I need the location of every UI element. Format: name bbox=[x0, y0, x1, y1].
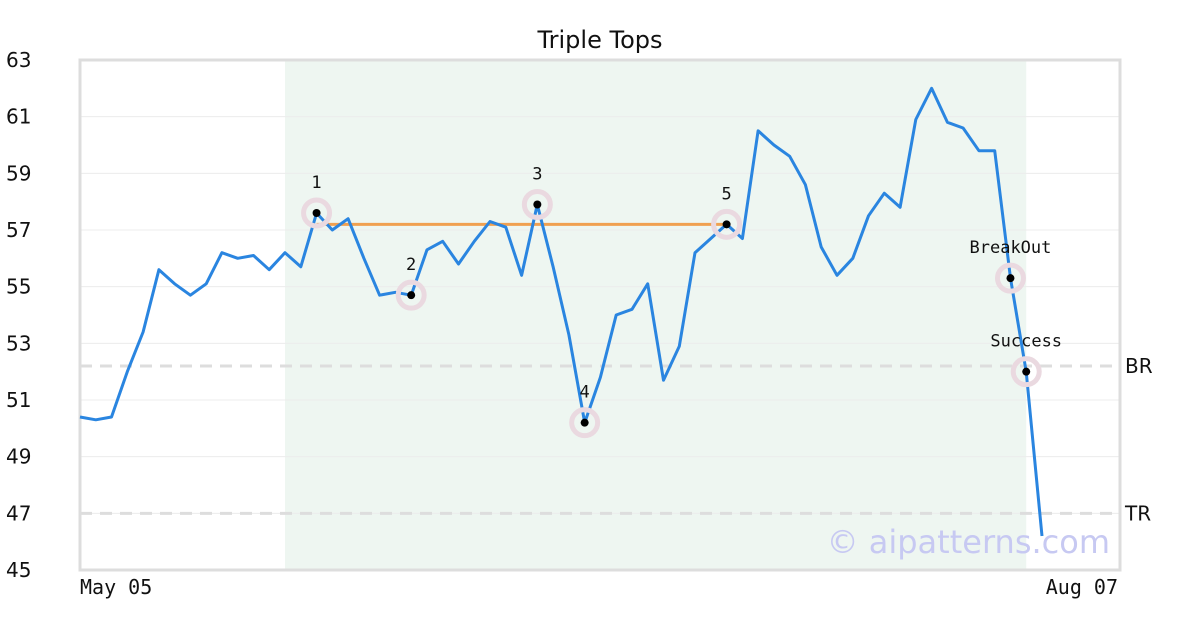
y-tick-label: 59 bbox=[6, 161, 31, 185]
y-axis-ticks: 45 47 49 51 53 55 57 59 61 63 bbox=[6, 48, 31, 582]
point-marker-ring-1 bbox=[301, 197, 333, 229]
point-marker-ring-breakout bbox=[994, 262, 1026, 294]
x-tick-start: May 05 bbox=[80, 575, 152, 599]
y-tick-label: 57 bbox=[6, 218, 31, 242]
point-marker-1 bbox=[312, 209, 321, 217]
point-label-3: 3 bbox=[532, 165, 542, 185]
series-layer bbox=[79, 86, 1044, 537]
point-marker-5 bbox=[722, 220, 731, 229]
plot-frame bbox=[78, 58, 1122, 572]
point-marker-ring-success bbox=[1010, 356, 1042, 388]
x-tick-end: Aug 07 bbox=[1046, 575, 1118, 599]
price-series-line bbox=[79, 86, 1044, 537]
point-marker-ring-5 bbox=[711, 208, 743, 240]
y-tick-label: 47 bbox=[6, 501, 31, 525]
point-marker-ring-4 bbox=[569, 407, 601, 439]
y-tick-label: 45 bbox=[6, 558, 31, 582]
level-label-tr: TR bbox=[1124, 501, 1151, 525]
chart-title: Triple Tops bbox=[537, 26, 663, 54]
point-marker-4 bbox=[580, 418, 589, 427]
y-tick-label: 61 bbox=[6, 105, 31, 129]
y-tick-label: 55 bbox=[6, 275, 31, 299]
point-marker-ring-2 bbox=[395, 279, 427, 311]
point-marker-ring-3 bbox=[521, 189, 553, 220]
pattern-shaded-region bbox=[285, 60, 1027, 570]
gridlines-layer bbox=[80, 116, 1120, 514]
point-marker-breakout bbox=[1006, 274, 1015, 283]
point-label-1: 1 bbox=[311, 173, 321, 193]
point-marker-2 bbox=[407, 291, 416, 300]
point-label-success: Success bbox=[990, 332, 1062, 352]
pattern-points-layer: 1 2 3 4 5 BreakOut Success bbox=[301, 165, 1062, 439]
y-tick-label: 51 bbox=[6, 388, 31, 412]
level-lines-layer: BR TR bbox=[80, 354, 1153, 525]
y-tick-label: 53 bbox=[6, 331, 31, 355]
y-tick-label: 63 bbox=[6, 48, 31, 72]
point-label-breakout: BreakOut bbox=[970, 238, 1052, 258]
point-marker-success bbox=[1022, 367, 1031, 376]
point-marker-3 bbox=[533, 200, 542, 209]
shaded-region-layer bbox=[285, 60, 1027, 570]
point-label-4: 4 bbox=[580, 383, 590, 403]
point-label-5: 5 bbox=[721, 184, 731, 204]
y-tick-label: 49 bbox=[6, 445, 31, 469]
level-label-br: BR bbox=[1125, 354, 1153, 378]
watermark: © aipatterns.com bbox=[827, 523, 1110, 561]
point-label-2: 2 bbox=[406, 255, 416, 275]
